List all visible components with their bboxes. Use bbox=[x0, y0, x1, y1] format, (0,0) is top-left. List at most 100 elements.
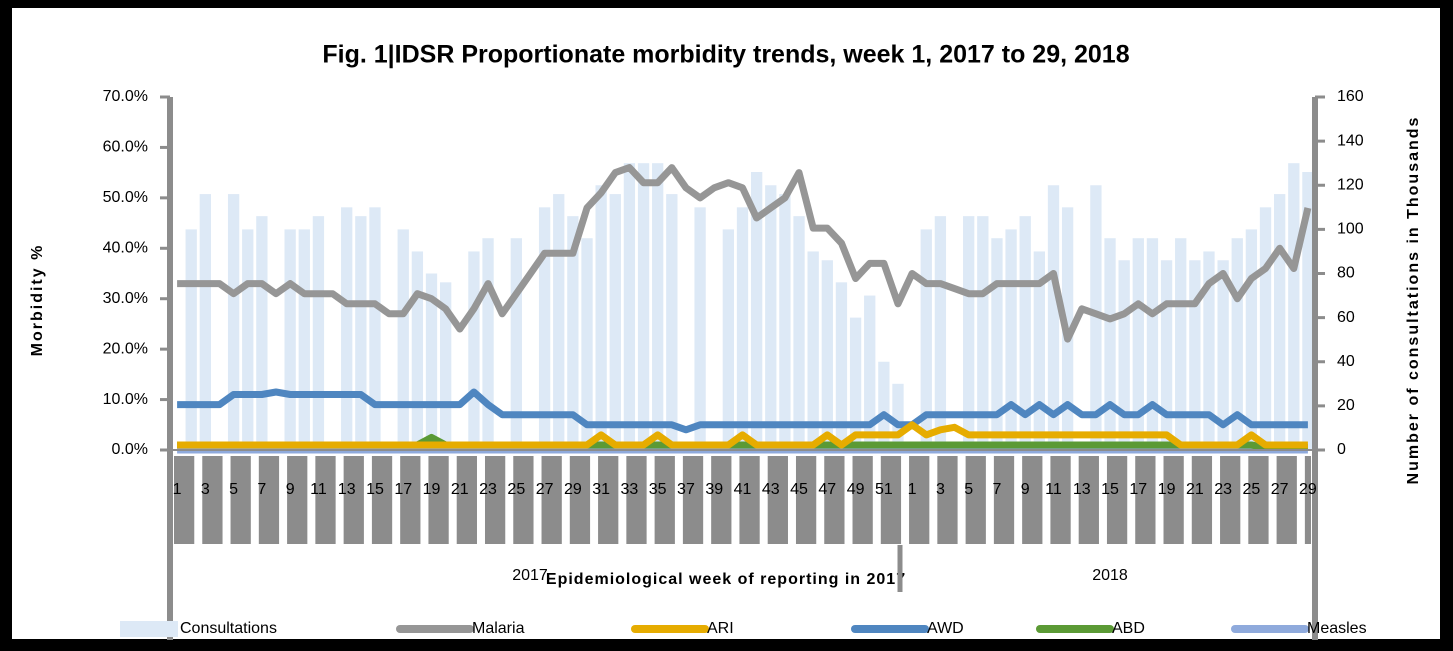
bar bbox=[298, 229, 310, 450]
bar bbox=[425, 273, 438, 450]
x-tick-label: 17 bbox=[1129, 481, 1147, 498]
year-label: 2017 bbox=[512, 567, 548, 584]
bar bbox=[1302, 172, 1314, 450]
bar bbox=[341, 207, 353, 450]
x-tick-label: 21 bbox=[451, 481, 469, 498]
bar bbox=[892, 383, 904, 450]
bar bbox=[1189, 260, 1201, 450]
bar bbox=[1217, 260, 1229, 450]
bar bbox=[821, 260, 833, 450]
x-tick-label: 43 bbox=[762, 481, 780, 498]
bar bbox=[284, 229, 296, 450]
y-tick-label: 20.0% bbox=[103, 340, 148, 357]
label-box bbox=[371, 456, 393, 544]
bar bbox=[750, 172, 763, 450]
label-box bbox=[739, 456, 760, 544]
label-box bbox=[258, 456, 280, 544]
bar bbox=[567, 216, 579, 450]
x-tick-label: 23 bbox=[1214, 481, 1232, 498]
bar bbox=[977, 216, 989, 450]
x-tick-label: 27 bbox=[1271, 481, 1289, 498]
x-tick-label: 29 bbox=[1299, 481, 1317, 498]
y-tick-label: 40.0% bbox=[103, 240, 148, 257]
bar bbox=[1019, 216, 1031, 450]
label-box bbox=[343, 456, 364, 544]
label-box bbox=[711, 456, 732, 544]
bar bbox=[1160, 260, 1173, 450]
x-tick-label: 13 bbox=[1073, 481, 1091, 498]
y2-tick-label: 0 bbox=[1337, 441, 1346, 458]
bar bbox=[553, 194, 565, 450]
legend-label: AWD bbox=[927, 620, 964, 637]
legend-label: Malaria bbox=[472, 620, 525, 637]
label-box bbox=[880, 456, 902, 544]
y-tick-label: 10.0% bbox=[103, 391, 148, 408]
bar bbox=[242, 229, 254, 450]
x-tick-label: 9 bbox=[1021, 481, 1030, 498]
x-tick-label: 15 bbox=[1101, 481, 1119, 498]
bar bbox=[920, 229, 932, 450]
x-tick-label: 25 bbox=[1242, 481, 1260, 498]
x-tick-label: 9 bbox=[286, 481, 295, 498]
x-tick-label: 49 bbox=[847, 481, 865, 498]
x-tick-label: 39 bbox=[705, 481, 723, 498]
x-tick-label: 33 bbox=[621, 481, 639, 498]
x-tick-label: 7 bbox=[257, 481, 266, 498]
label-box bbox=[1106, 456, 1128, 544]
y2-tick-label: 160 bbox=[1337, 88, 1364, 105]
x-tick-label: 17 bbox=[394, 481, 412, 498]
x-tick-label: 23 bbox=[479, 481, 497, 498]
bar bbox=[227, 194, 240, 450]
bar bbox=[849, 317, 862, 450]
label-box bbox=[484, 456, 506, 544]
label-box bbox=[1191, 456, 1213, 544]
label-box bbox=[400, 456, 421, 544]
y2-tick-label: 20 bbox=[1337, 397, 1355, 414]
label-box bbox=[937, 456, 958, 544]
x-tick-label: 29 bbox=[564, 481, 582, 498]
bar bbox=[1259, 207, 1272, 450]
x-tick-label: 47 bbox=[818, 481, 836, 498]
bar bbox=[355, 216, 367, 450]
x-tick-label: 1 bbox=[173, 481, 182, 498]
x-tick-label: 45 bbox=[790, 481, 808, 498]
y2-tick-label: 120 bbox=[1337, 176, 1364, 193]
chart-title: Fig. 1|IDSR Proportionate morbidity tren… bbox=[322, 41, 1129, 69]
y-tick-label: 30.0% bbox=[103, 290, 148, 307]
label-box bbox=[682, 456, 704, 544]
y2-tick-label: 60 bbox=[1337, 309, 1355, 326]
x-tick-label: 35 bbox=[649, 481, 667, 498]
label-box bbox=[513, 456, 534, 544]
label-box bbox=[1304, 456, 1311, 544]
line bbox=[177, 421, 1308, 449]
y2-tick-label: 100 bbox=[1337, 221, 1364, 238]
label-box bbox=[852, 456, 873, 544]
x-axis-label: Epidemiological week of reporting in 201… bbox=[546, 571, 906, 588]
label-box bbox=[654, 456, 675, 544]
label-box bbox=[1163, 456, 1184, 544]
bar bbox=[934, 216, 947, 450]
x-tick-label: 1 bbox=[908, 481, 917, 498]
label-box bbox=[315, 456, 336, 544]
x-tick-label: 41 bbox=[734, 481, 752, 498]
y-tick-label: 0.0% bbox=[112, 441, 148, 458]
x-tick-label: 7 bbox=[992, 481, 1001, 498]
bar bbox=[581, 238, 593, 450]
legend-label: ARI bbox=[707, 620, 734, 637]
bar bbox=[835, 282, 848, 450]
label-box bbox=[456, 456, 477, 544]
label-box bbox=[1022, 456, 1043, 544]
x-tick-label: 37 bbox=[677, 481, 695, 498]
bar bbox=[765, 185, 777, 450]
label-box bbox=[569, 456, 591, 544]
label-box bbox=[626, 456, 647, 544]
bar bbox=[637, 163, 650, 450]
y2-tick-label: 140 bbox=[1337, 132, 1364, 149]
x-tick-label: 27 bbox=[536, 481, 554, 498]
bar bbox=[736, 207, 749, 450]
label-box bbox=[287, 456, 308, 544]
bar bbox=[1047, 185, 1060, 450]
label-box bbox=[1050, 456, 1071, 544]
bar bbox=[199, 194, 211, 450]
